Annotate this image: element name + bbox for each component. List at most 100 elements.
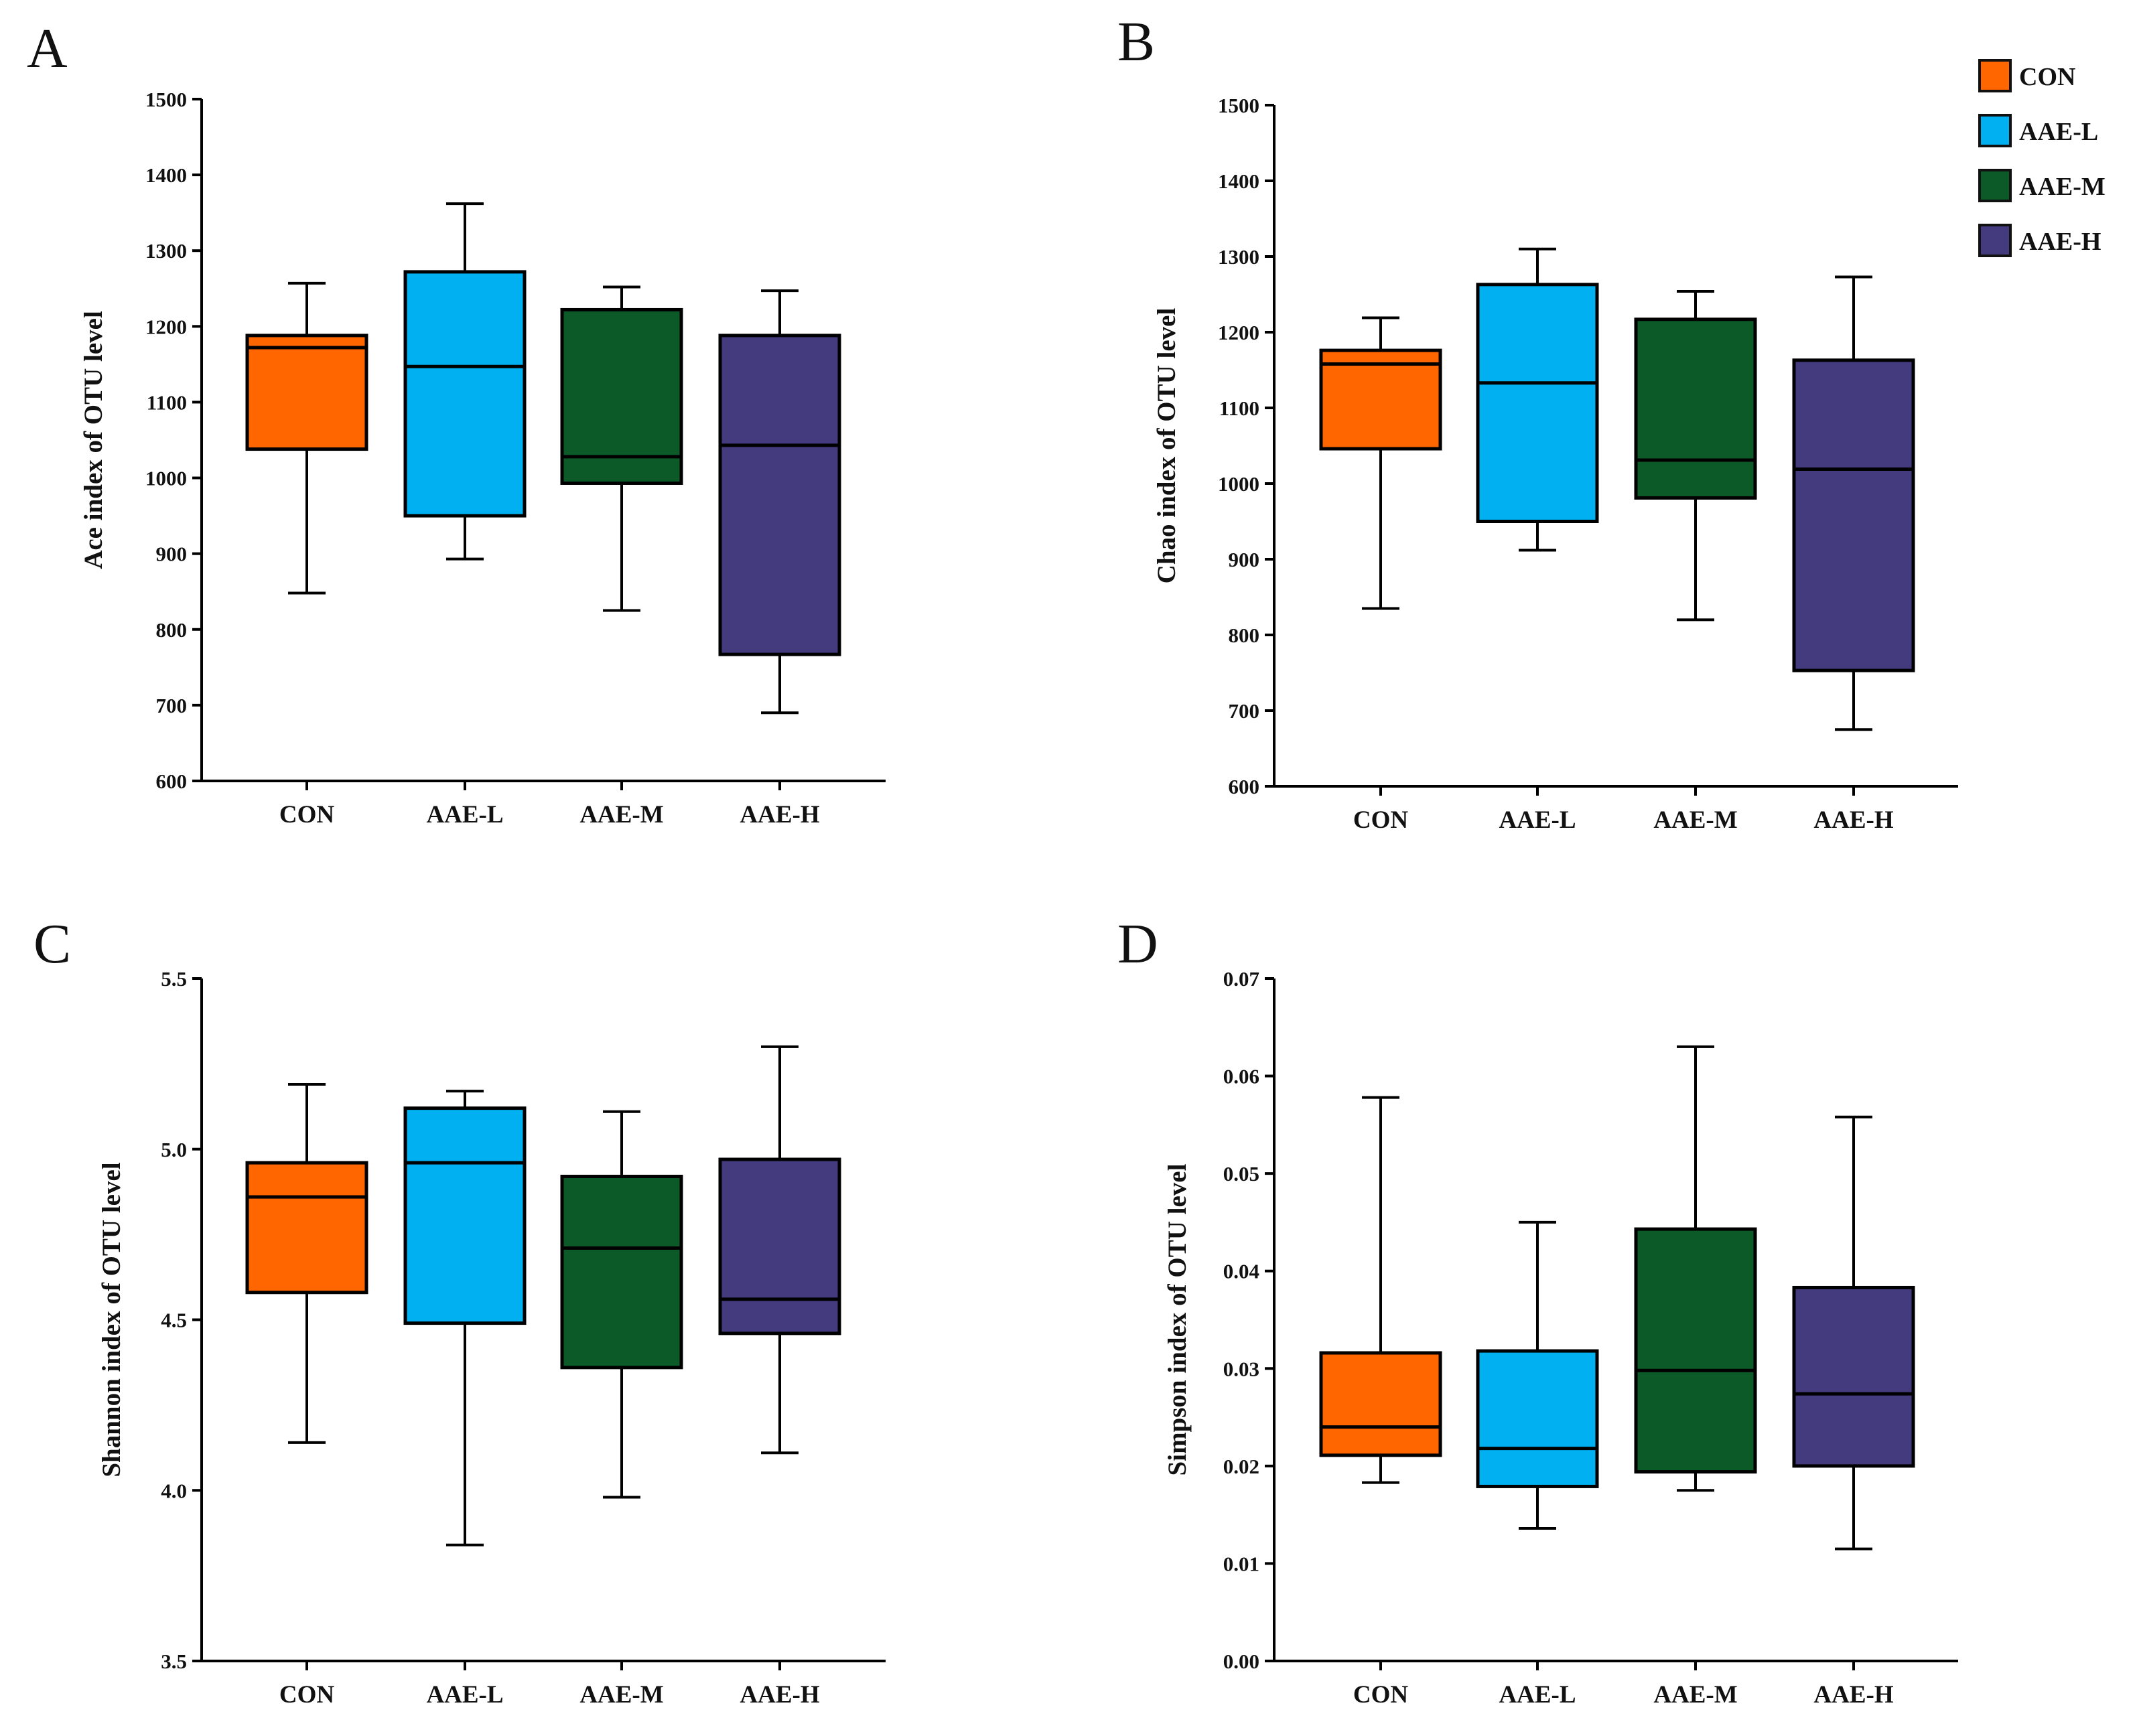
- y-tick-label: 1300: [145, 239, 187, 263]
- y-tick-label: 1000: [1218, 472, 1259, 496]
- y-tick-label: 1400: [145, 163, 187, 187]
- box-iqr: [245, 334, 368, 451]
- y-tick-label: 3.5: [161, 1650, 187, 1673]
- box-aae-m: AAE-M: [1634, 289, 1757, 834]
- x-tick-label: AAE-L: [426, 1681, 503, 1709]
- y-tick-label: 600: [1229, 775, 1260, 798]
- x-tick-label: AAE-M: [579, 801, 663, 828]
- y-tick-label: 4.0: [161, 1479, 187, 1502]
- legend-item-aae-m: AAE-M: [1978, 169, 2106, 202]
- box-con: CON: [1319, 1096, 1442, 1709]
- y-tick-label: 1500: [1218, 94, 1259, 117]
- panel-letter: D: [1117, 913, 1158, 975]
- box-aae-l: AAE-L: [403, 1090, 527, 1709]
- x-tick-label: AAE-H: [740, 801, 819, 828]
- y-axis-label: Chao index of OTU level: [1152, 308, 1181, 584]
- y-tick-label: 5.0: [161, 1138, 187, 1161]
- box-aae-m: AAE-M: [1634, 1045, 1757, 1709]
- x-tick-label: AAE-L: [426, 801, 503, 828]
- legend-swatch: [1978, 114, 2012, 147]
- legend-item-con: CON: [1978, 59, 2075, 92]
- y-tick-label: 1500: [145, 88, 187, 111]
- legend-swatch: [1978, 169, 2012, 202]
- y-tick-label: 800: [156, 618, 188, 642]
- box-iqr: [718, 334, 841, 656]
- box-aae-h: AAE-H: [1792, 275, 1915, 834]
- box-iqr: [718, 1157, 841, 1335]
- x-tick-label: AAE-H: [1813, 1681, 1893, 1709]
- legend-label: AAE-H: [2019, 228, 2101, 256]
- x-tick-label: CON: [279, 801, 335, 828]
- x-tick-label: AAE-L: [1499, 1681, 1576, 1709]
- box-con: CON: [1319, 316, 1442, 834]
- y-tick-label: 1300: [1218, 245, 1259, 269]
- y-tick-label: 1000: [145, 467, 187, 490]
- x-tick-label: CON: [279, 1681, 335, 1709]
- y-tick-label: 900: [156, 542, 188, 566]
- y-tick-label: 1200: [145, 315, 187, 338]
- y-tick-label: 1100: [147, 390, 187, 414]
- y-tick-label: 0.05: [1223, 1162, 1259, 1185]
- x-tick-label: AAE-H: [740, 1681, 819, 1709]
- box-con: CON: [245, 1082, 368, 1709]
- y-axis-label: Shannon index of OTU level: [97, 1162, 126, 1477]
- legend-item-aae-h: AAE-H: [1978, 224, 2101, 257]
- y-axis-label: Ace index of OTU level: [79, 311, 108, 569]
- y-tick-label: 700: [156, 694, 188, 717]
- y-tick-label: 0.03: [1223, 1357, 1259, 1380]
- box-iqr: [1319, 348, 1442, 451]
- legend-label: AAE-M: [2019, 173, 2106, 201]
- y-axis-label: Simpson index of OTU level: [1163, 1163, 1192, 1475]
- box-aae-l: AAE-L: [1476, 1220, 1599, 1709]
- y-tick-label: 1200: [1218, 321, 1259, 344]
- box-aae-l: AAE-L: [403, 202, 527, 828]
- panel-d: D 0.00 0.01 0.02 0.03 0.04 0.05 0.06 0.07 Simpson…: [1117, 913, 1958, 1709]
- box-iqr: [1634, 317, 1757, 500]
- box-iqr: [403, 1106, 527, 1325]
- legend-label: AAE-L: [2019, 118, 2098, 146]
- y-tick-label: 1100: [1219, 396, 1259, 420]
- legend-swatch: [1978, 224, 2012, 257]
- box-iqr: [1476, 283, 1599, 523]
- y-tick-label: 0.01: [1223, 1552, 1259, 1575]
- x-tick-label: AAE-M: [579, 1681, 663, 1709]
- y-tick-label: 700: [1229, 699, 1260, 723]
- box-aae-h: AAE-H: [718, 289, 841, 828]
- panel-letter: C: [33, 913, 71, 975]
- box-aae-m: AAE-M: [560, 1110, 683, 1709]
- x-tick-label: AAE-M: [1653, 1681, 1737, 1709]
- y-tick-label: 5.5: [161, 967, 187, 991]
- legend-swatch: [1978, 59, 2012, 92]
- box-aae-m: AAE-M: [560, 285, 683, 828]
- box-aae-l: AAE-L: [1476, 247, 1599, 834]
- y-tick-label: 0.06: [1223, 1065, 1259, 1088]
- y-tick-label: 0.02: [1223, 1455, 1259, 1478]
- y-tick-label: 4.5: [161, 1309, 187, 1332]
- box-aae-h: AAE-H: [1792, 1115, 1915, 1709]
- box-iqr: [560, 1175, 683, 1370]
- box-iqr: [245, 1161, 368, 1295]
- box-iqr: [1792, 1285, 1915, 1468]
- y-tick-label: 800: [1229, 624, 1260, 647]
- box-iqr: [560, 307, 683, 485]
- y-tick-label: 0.07: [1223, 967, 1259, 991]
- box-iqr: [1476, 1349, 1599, 1488]
- y-tick-label: 0.04: [1223, 1260, 1259, 1283]
- x-tick-label: AAE-M: [1653, 806, 1737, 834]
- y-tick-label: 900: [1229, 548, 1260, 571]
- legend-label: CON: [2019, 63, 2075, 91]
- y-tick-label: 0.00: [1223, 1650, 1259, 1673]
- box-iqr: [1634, 1227, 1757, 1474]
- panel-letter: B: [1117, 11, 1155, 73]
- x-tick-label: CON: [1353, 1681, 1409, 1709]
- legend-item-aae-l: AAE-L: [1978, 114, 2098, 147]
- panel-b: B 600 700 800 900 1000 1100 1200 1300 1400 1500 Cha…: [1117, 11, 1958, 834]
- legend: CON AAE-L AAE-M AAE-H: [1978, 59, 2106, 257]
- y-tick-label: 1400: [1218, 169, 1259, 193]
- box-aae-h: AAE-H: [718, 1045, 841, 1709]
- panel-a: A 600 700 800 900 1000 1100 1200 1300 1400 1500 Ace…: [27, 17, 886, 828]
- box-iqr: [403, 270, 527, 518]
- box-iqr: [1319, 1351, 1442, 1457]
- panel-letter: A: [27, 17, 68, 80]
